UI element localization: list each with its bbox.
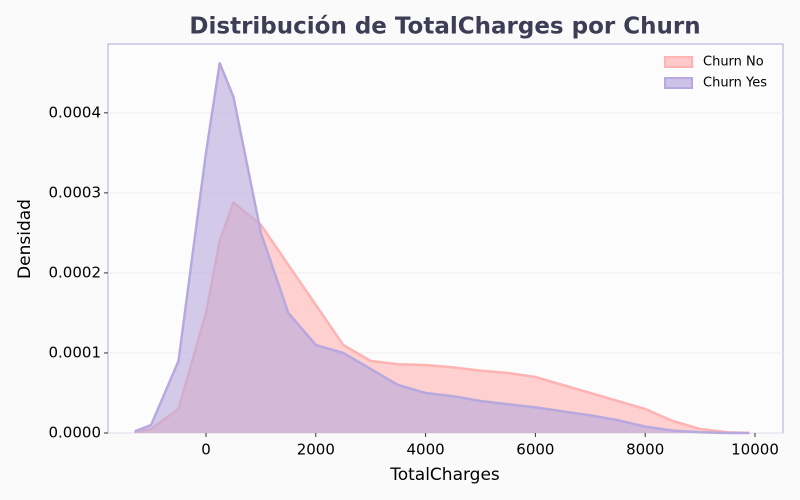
y-tick-label: 0.0004 (49, 103, 102, 121)
legend-label: Churn No (703, 55, 764, 70)
area-line (134, 61, 750, 435)
x-tick-label: 8000 (626, 441, 664, 459)
y-tick-label: 0.0000 (49, 424, 102, 442)
area-fill (134, 63, 750, 433)
chart-title: Distribución de TotalCharges por Churn (189, 14, 700, 40)
x-axis-label: TotalCharges (389, 465, 500, 485)
x-tick-label: 2000 (297, 441, 335, 459)
y-axis-label: Densidad (15, 199, 35, 279)
y-tick-label: 0.0001 (49, 343, 102, 361)
x-tick-label: 6000 (516, 441, 554, 459)
legend-swatch (664, 77, 693, 89)
y-tick-label: 0.0002 (49, 263, 102, 281)
x-tick-label: 4000 (407, 441, 445, 459)
y-tick-label: 0.0003 (49, 183, 102, 201)
x-tick-label: 0 (201, 441, 211, 459)
legend-label: Churn Yes (703, 76, 767, 91)
x-tick-label: 10000 (731, 441, 779, 459)
legend-swatch (664, 56, 693, 68)
